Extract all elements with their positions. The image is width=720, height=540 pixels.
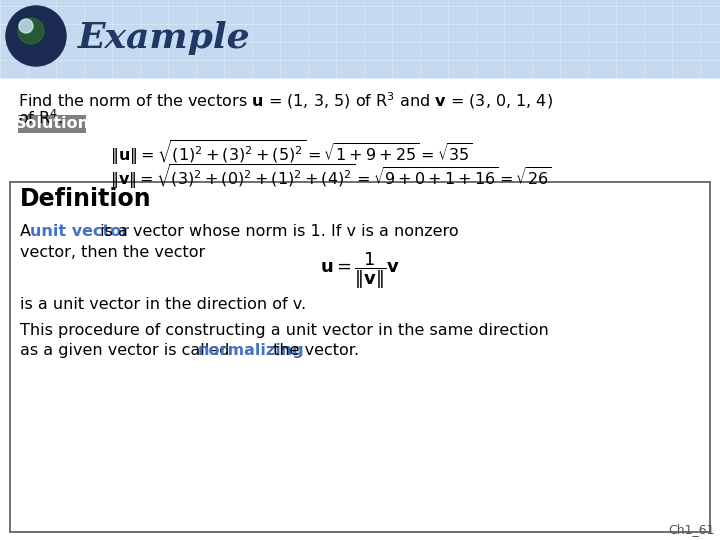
Text: This procedure of constructing a unit vector in the same direction: This procedure of constructing a unit ve… [20, 323, 549, 338]
Text: $\|\mathbf{u}\| = \sqrt{(1)^2 + (3)^2 + (5)^2} = \sqrt{1+9+25} = \sqrt{35}$: $\|\mathbf{u}\| = \sqrt{(1)^2 + (3)^2 + … [110, 138, 473, 167]
Bar [0, 78, 720, 540]
Text: is a unit vector in the direction of v.: is a unit vector in the direction of v. [20, 297, 306, 312]
Text: as a given vector is called: as a given vector is called [20, 343, 235, 358]
Text: Ch1_61: Ch1_61 [668, 523, 715, 536]
Text: is a vector whose norm is 1. If v is a nonzero: is a vector whose norm is 1. If v is a n… [95, 224, 459, 239]
Text: Example: Example [78, 21, 251, 55]
Circle shape [18, 18, 44, 44]
Text: $\|\mathbf{v}\| = \sqrt{(3)^2 + (0)^2 + (1)^2 + (4)^2} = \sqrt{9+0+1+16} = \sqrt: $\|\mathbf{v}\| = \sqrt{(3)^2 + (0)^2 + … [110, 162, 552, 191]
Text: unit vector: unit vector [30, 224, 130, 239]
Circle shape [6, 6, 66, 66]
Text: Solution: Solution [14, 117, 89, 132]
Text: $\mathbf{u} = \dfrac{1}{\|\mathbf{v}\|}\mathbf{v}$: $\mathbf{u} = \dfrac{1}{\|\mathbf{v}\|}\… [320, 250, 400, 291]
Text: of R$^4$.: of R$^4$. [18, 108, 63, 127]
Bar [10, 182, 710, 532]
Text: the vector.: the vector. [268, 343, 359, 358]
Text: Find the norm of the vectors $\mathbf{u}$ = (1, 3, 5) of R$^3$ and $\mathbf{v}$ : Find the norm of the vectors $\mathbf{u}… [18, 90, 553, 111]
Text: normalizing: normalizing [198, 343, 305, 358]
Text: Definition: Definition [20, 187, 152, 211]
Text: A: A [20, 224, 36, 239]
Bar [18, 115, 86, 133]
Text: vector, then the vector: vector, then the vector [20, 245, 205, 260]
Bar [0, 0, 720, 78]
Circle shape [19, 19, 33, 33]
